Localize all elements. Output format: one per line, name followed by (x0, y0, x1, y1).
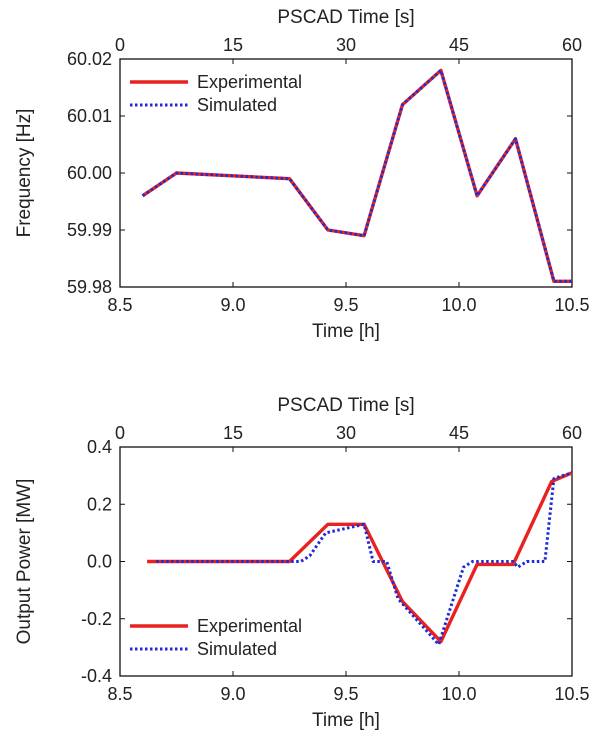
x-tick-label: 9.0 (220, 684, 245, 704)
series-line-simulated (156, 471, 573, 646)
top-x-tick-label: 60 (562, 423, 582, 443)
top-x-tick-label: 15 (223, 423, 243, 443)
top-x-tick-label: 0 (115, 423, 125, 443)
x-tick-label: 8.5 (107, 684, 132, 704)
top-x-tick-label: 45 (449, 423, 469, 443)
y-tick-label: 0.2 (87, 494, 112, 514)
top-x-tick-label: 30 (336, 423, 356, 443)
x-tick-label: 9.5 (333, 295, 358, 315)
legend-label-simulated: Simulated (197, 639, 277, 659)
x-axis-title: Time [h] (312, 321, 380, 342)
x-tick-label: 10.5 (554, 295, 589, 315)
chart-1: 8.5 9.0 9.5 10.0 10.5 0 15 30 45 60 59.98 59.99 60.0… (14, 7, 590, 342)
top-x-axis-title: PSCAD Time [s] (277, 7, 414, 28)
x-axis-title: Time [h] (312, 710, 380, 731)
y-tick-label: 0.0 (87, 552, 112, 572)
x-tick-label: 8.5 (107, 295, 132, 315)
x-tick-label: 10.0 (441, 295, 476, 315)
y-tick-label: -0.4 (81, 666, 112, 686)
x-tick-label: 9.5 (333, 684, 358, 704)
top-x-axis-title: PSCAD Time [s] (277, 395, 414, 416)
y-tick-label: 60.02 (67, 49, 112, 69)
series-line-simulated (141, 68, 572, 283)
legend-label-simulated: Simulated (197, 95, 277, 115)
top-x-tick-label: 15 (223, 35, 243, 55)
x-tick-label: 10.0 (441, 684, 476, 704)
y-axis-title: Output Power [MW] (14, 479, 35, 645)
legend-label-experimental: Experimental (197, 72, 302, 92)
x-tick-label: 9.0 (220, 295, 245, 315)
y-tick-label: 59.98 (67, 277, 112, 297)
top-x-tick-label: 60 (562, 35, 582, 55)
y-tick-label: -0.2 (81, 609, 112, 629)
top-x-tick-label: 0 (115, 35, 125, 55)
chart-2: 8.5 9.0 9.5 10.0 10.5 0 15 30 45 60 -0.4 -0.2 0.0 0.2… (14, 395, 590, 731)
series-line-experimental (147, 471, 573, 644)
y-tick-label: 60.01 (67, 106, 112, 126)
y-axis-title: Frequency [Hz] (14, 109, 35, 238)
y-tick-label: 60.00 (67, 163, 112, 183)
legend-label-experimental: Experimental (197, 616, 302, 636)
top-x-tick-label: 30 (336, 35, 356, 55)
top-x-tick-label: 45 (449, 35, 469, 55)
x-tick-label: 10.5 (554, 684, 589, 704)
y-tick-label: 59.99 (67, 220, 112, 240)
y-tick-label: 0.4 (87, 437, 112, 457)
